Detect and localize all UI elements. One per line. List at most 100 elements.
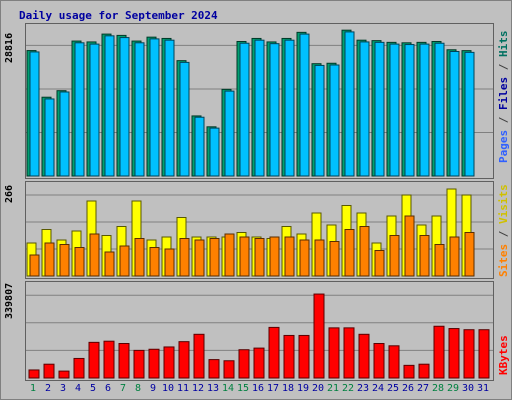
sites-bar-sites-day-16 — [254, 238, 265, 277]
sites-legend-item-1: / — [497, 224, 510, 244]
hits-bar-files-day-4 — [74, 42, 85, 177]
sites-bar-sites-day-29 — [449, 236, 460, 277]
kbytes-bar-kbytes-day-14 — [223, 360, 235, 379]
day-label-20: 20 — [311, 383, 325, 394]
sites-bar-sites-day-27 — [419, 235, 430, 277]
day-label-30: 30 — [461, 383, 475, 394]
hits-bar-files-day-17 — [269, 43, 280, 177]
sites-bar-sites-day-15 — [239, 236, 250, 277]
kbytes-bar-kbytes-day-8 — [133, 349, 145, 379]
hits-plot — [26, 29, 493, 177]
kbytes-bar-kbytes-day-29 — [448, 328, 460, 379]
chart-title: Daily usage for September 2024 — [19, 9, 218, 22]
hits-bar-files-day-5 — [89, 43, 100, 177]
day-axis: 1 2 3 4 5 6 7 8 9 10 11 12 13 14 15 16 17 18 19 20 21 22 23 24 2… — [25, 383, 492, 397]
sites-plot — [26, 188, 493, 277]
hits-bar-files-day-12 — [194, 116, 205, 177]
sites-bar-sites-day-21 — [329, 241, 340, 277]
sites-bar-sites-day-6 — [104, 251, 115, 277]
sites-bar-sites-day-19 — [299, 239, 310, 277]
kbytes-bar-kbytes-day-13 — [208, 359, 220, 379]
day-label-3: 3 — [59, 383, 67, 394]
hits-bar-files-day-18 — [284, 39, 295, 177]
hits-bar-files-day-24 — [374, 41, 385, 177]
kbytes-panel — [25, 281, 494, 381]
hits-bar-files-day-29 — [449, 51, 460, 177]
hits-bar-files-day-14 — [224, 90, 235, 177]
kbytes-bar-kbytes-day-22 — [343, 327, 355, 379]
kbytes-bar-kbytes-day-26 — [403, 364, 415, 379]
hits-legend-item-1: / — [497, 110, 510, 130]
kbytes-bar-kbytes-day-2 — [43, 363, 55, 379]
kbytes-bar-kbytes-day-10 — [163, 346, 175, 379]
kbytes-legend-item-0: KBytes — [497, 335, 510, 375]
sites-bar-sites-day-22 — [344, 229, 355, 277]
hits-bar-files-day-2 — [44, 98, 55, 177]
sites-legend-item-2: Visits — [497, 184, 510, 224]
day-label-23: 23 — [356, 383, 370, 394]
hits-bar-files-day-25 — [389, 43, 400, 177]
day-label-29: 29 — [446, 383, 460, 394]
sites-bar-sites-day-7 — [119, 245, 130, 277]
day-label-26: 26 — [401, 383, 415, 394]
hits-bar-files-day-7 — [119, 37, 130, 177]
sites-visits-legend: Sites / Visits — [497, 184, 510, 277]
day-label-8: 8 — [134, 383, 142, 394]
sites-bar-sites-day-25 — [389, 235, 400, 277]
sites-bar-sites-day-4 — [74, 247, 85, 277]
kbytes-bar-kbytes-day-28 — [433, 325, 445, 379]
day-label-28: 28 — [431, 383, 445, 394]
hits-bar-files-day-1 — [29, 51, 40, 177]
sites-bar-sites-day-18 — [284, 236, 295, 277]
hits-bar-files-day-27 — [419, 43, 430, 177]
sites-bar-sites-day-9 — [149, 247, 160, 277]
kbytes-bar-kbytes-day-17 — [268, 326, 280, 379]
hits-bar-files-day-19 — [299, 33, 310, 177]
sites-bar-sites-day-5 — [89, 233, 100, 277]
sites-bar-sites-day-14 — [224, 233, 235, 277]
day-label-13: 13 — [206, 383, 220, 394]
hits-legend-item-3: / — [497, 57, 510, 77]
sites-bar-sites-day-8 — [134, 238, 145, 277]
hits-bar-files-day-28 — [434, 42, 445, 177]
day-label-14: 14 — [221, 383, 235, 394]
day-label-2: 2 — [44, 383, 52, 394]
kbytes-bar-kbytes-day-16 — [253, 347, 265, 379]
day-label-17: 17 — [266, 383, 280, 394]
kbytes-bar-kbytes-day-7 — [118, 343, 130, 379]
sites-bar-sites-day-30 — [464, 232, 475, 277]
day-label-6: 6 — [104, 383, 112, 394]
hits-bar-files-day-9 — [149, 38, 160, 177]
sites-ymax-label: 266 — [4, 184, 15, 203]
day-label-22: 22 — [341, 383, 355, 394]
sites-bar-sites-day-1 — [29, 254, 40, 277]
hits-bar-files-day-15 — [239, 42, 250, 177]
sites-visits-panel — [25, 181, 494, 279]
hits-ymax-label: 28816 — [4, 32, 15, 63]
kbytes-bar-kbytes-day-18 — [283, 334, 295, 379]
kbytes-bar-kbytes-day-20 — [313, 293, 325, 379]
kbytes-plot — [26, 293, 493, 379]
hits-files-pages-panel — [25, 23, 494, 179]
kbytes-bar-kbytes-day-11 — [178, 341, 190, 379]
sites-bar-sites-day-20 — [314, 239, 325, 277]
kbytes-bar-kbytes-day-6 — [103, 340, 115, 379]
sites-bar-sites-day-26 — [404, 215, 415, 277]
hits-legend-item-4: Hits — [497, 30, 510, 58]
day-label-7: 7 — [119, 383, 127, 394]
kbytes-bar-kbytes-day-3 — [58, 370, 70, 379]
sites-legend-item-0: Sites — [497, 243, 510, 277]
sites-bar-sites-day-2 — [44, 242, 55, 277]
kbytes-bar-kbytes-day-25 — [388, 345, 400, 379]
day-label-18: 18 — [281, 383, 295, 394]
hits-bar-files-day-16 — [254, 39, 265, 177]
hits-bar-files-day-13 — [209, 127, 220, 177]
kbytes-bar-kbytes-day-24 — [373, 343, 385, 379]
day-label-9: 9 — [149, 383, 157, 394]
sites-bar-sites-day-10 — [164, 248, 175, 277]
sites-bar-sites-day-3 — [59, 244, 70, 277]
kbytes-legend: KBytes — [497, 335, 510, 375]
sites-bar-sites-day-11 — [179, 238, 190, 277]
day-label-4: 4 — [74, 383, 82, 394]
hits-bar-files-day-8 — [134, 42, 145, 177]
